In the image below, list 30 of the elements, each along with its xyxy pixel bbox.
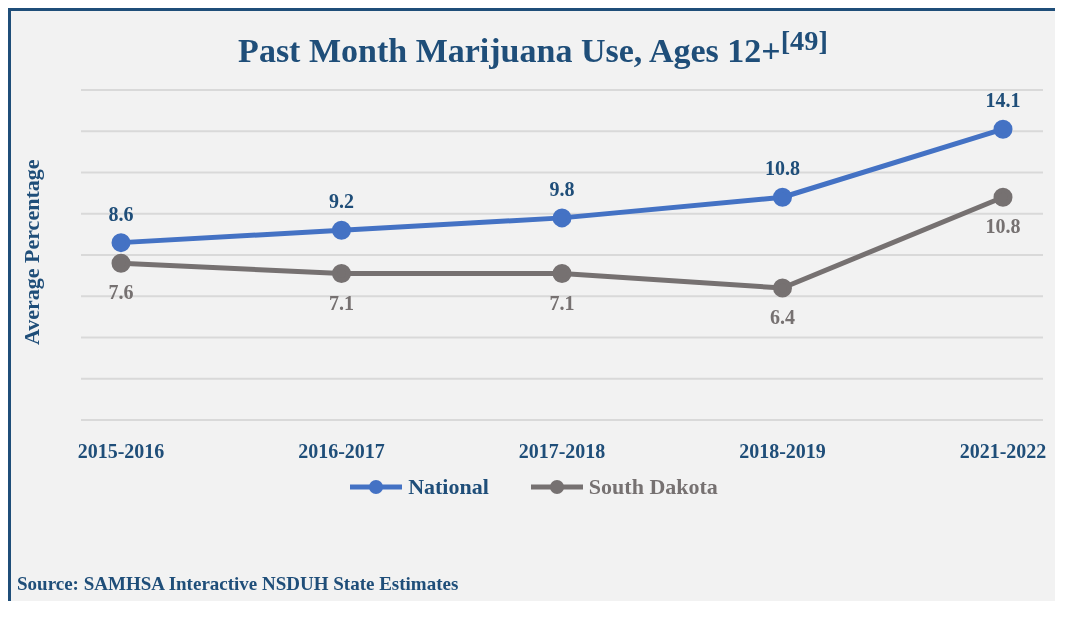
point	[332, 221, 351, 241]
data-label: 10.8	[985, 215, 1021, 238]
point	[111, 254, 131, 274]
chart-title: Past Month Marijuana Use, Ages 12+$^{[49]}$	[237, 24, 829, 71]
point	[773, 188, 792, 208]
data-label: 14.1	[985, 89, 1021, 112]
point	[332, 264, 351, 284]
x-tick-label: 2015-2016	[77, 440, 165, 463]
point	[993, 188, 1013, 208]
data-label: 7.1	[329, 292, 354, 315]
data-label: 9.2	[329, 190, 354, 213]
data-label: 7.6	[108, 281, 134, 304]
point	[111, 233, 131, 253]
data-label: 7.1	[549, 292, 575, 315]
source-note: Source: SAMHSA Interactive NSDUH State Estimates	[17, 573, 459, 595]
x-tick-label: 2017-2018	[518, 440, 606, 463]
data-label: 9.8	[549, 178, 575, 201]
x-tick-label: 2016-2017	[298, 440, 385, 463]
x-tick-label: 2018-2019	[739, 440, 826, 463]
y-axis-title: Average Percentage	[18, 159, 44, 346]
legend-label: South Dakota	[588, 474, 718, 501]
legend-label: National	[408, 474, 489, 501]
point	[773, 278, 792, 298]
data-label: 10.8	[765, 157, 800, 180]
data-label: 6.4	[770, 306, 795, 329]
point	[552, 208, 572, 228]
x-tick-label: 2021-2022	[959, 440, 1047, 463]
point	[993, 120, 1013, 140]
data-label: 8.6	[108, 202, 134, 225]
point	[552, 264, 572, 284]
